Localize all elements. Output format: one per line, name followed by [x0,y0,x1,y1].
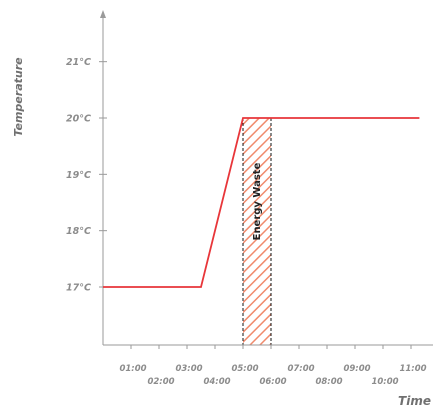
x-tick-label: 04:00 [203,377,230,387]
x-tick-label: 03:00 [175,364,202,374]
y-tick-label: 21°C [66,57,91,68]
x-tick-label: 06:00 [259,377,286,387]
y-axis-title: Temperature [12,57,25,137]
y-tick-label: 19°C [66,170,91,181]
y-tick-label: 20°C [66,114,91,125]
x-tick-label: 01:00 [119,364,146,374]
x-tick-label: 05:00 [231,364,258,374]
x-tick-label: 02:00 [147,377,174,387]
x-tick-label: 11:00 [399,364,426,374]
x-tick-label: 07:00 [287,364,314,374]
energy-waste-band [243,118,271,345]
x-axis-title: Time [398,394,431,408]
x-tick-label: 10:00 [371,377,398,387]
y-tick-label: 17°C [66,283,91,294]
x-tick-label: 08:00 [315,377,342,387]
x-tick-label: 09:00 [343,364,370,374]
energy-waste-label: Energy Waste [252,162,263,240]
temperature-line [103,117,420,288]
y-axis-arrow [100,10,106,18]
y-tick-label: 18°C [66,226,91,237]
